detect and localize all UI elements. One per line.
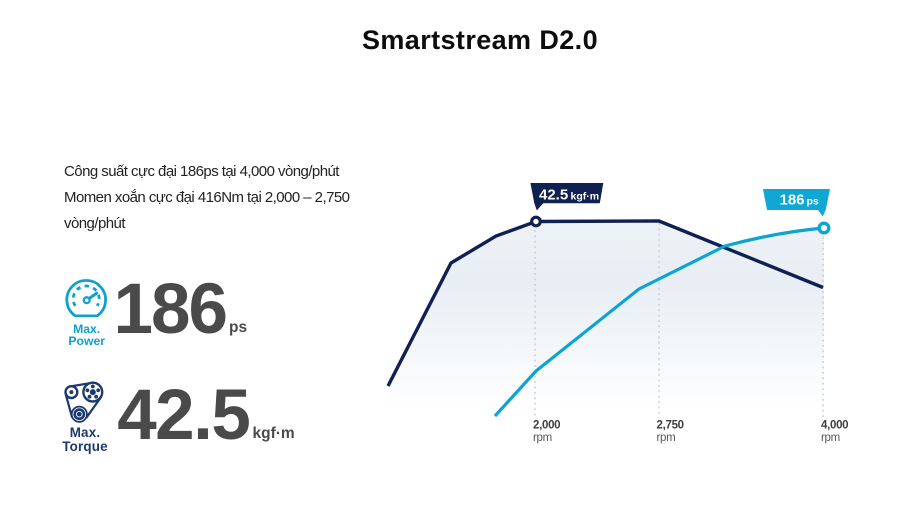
svg-text:2,000: 2,000 bbox=[533, 420, 560, 432]
svg-text:42.5: 42.5 bbox=[539, 186, 568, 203]
svg-text:rpm: rpm bbox=[821, 432, 840, 444]
svg-text:186: 186 bbox=[780, 192, 805, 209]
svg-text:kgf·m: kgf·m bbox=[571, 190, 600, 202]
svg-text:4,000: 4,000 bbox=[821, 420, 848, 432]
svg-text:ps: ps bbox=[807, 196, 819, 208]
svg-text:rpm: rpm bbox=[533, 432, 552, 444]
svg-text:rpm: rpm bbox=[657, 432, 676, 444]
svg-text:2,750: 2,750 bbox=[657, 420, 684, 432]
